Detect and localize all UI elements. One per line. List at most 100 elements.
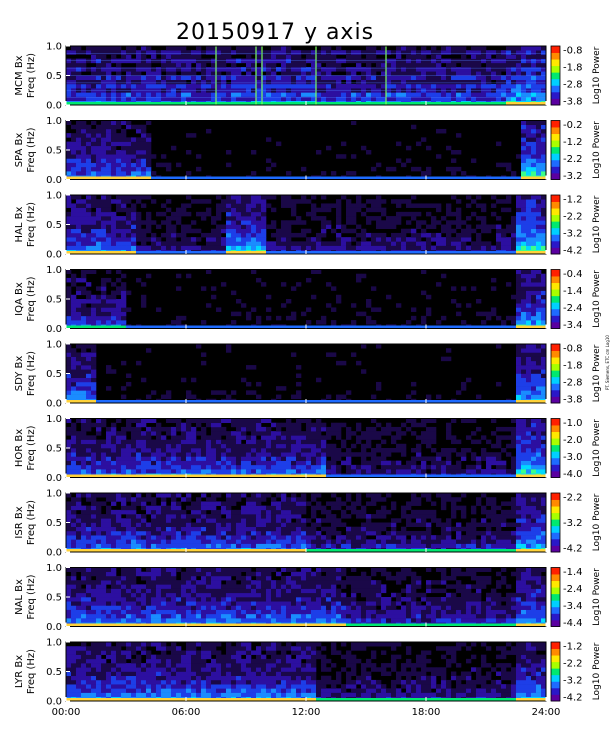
spectrogram-cell <box>261 435 267 440</box>
low-freq-band <box>236 102 242 105</box>
spectrogram-cell <box>491 245 497 251</box>
spectrogram-cell <box>311 75 317 81</box>
spectrogram-cell <box>531 394 537 400</box>
spectrogram-cell <box>326 92 332 97</box>
spectrogram-cell <box>356 241 362 246</box>
spectrogram-cell <box>261 92 267 97</box>
spectrogram-cell <box>291 426 297 432</box>
spectrogram-cell <box>306 75 312 81</box>
spectrogram-cell <box>271 241 277 246</box>
spectrogram-cell <box>271 75 277 81</box>
colorbar-segment <box>551 289 560 297</box>
spectrogram-cell <box>501 426 507 432</box>
spectrogram-cell <box>411 46 417 51</box>
spectrogram-cell <box>101 158 107 163</box>
spectrogram-cell <box>286 431 292 436</box>
spectrogram-cell <box>316 426 322 432</box>
low-freq-band <box>431 325 437 329</box>
spectrogram-cell <box>226 394 232 400</box>
spectrogram-cell <box>506 207 512 213</box>
spectrogram-cell <box>526 203 532 208</box>
low-freq-band <box>131 474 137 478</box>
spectrogram-cell <box>231 431 237 436</box>
spectrogram-cell <box>541 303 547 308</box>
spectrogram-cell <box>236 464 242 470</box>
spectrogram-cell <box>116 443 122 449</box>
y-tick-label: 1.0 <box>46 191 62 202</box>
low-freq-band <box>471 102 477 105</box>
spectrogram-cell <box>66 83 72 89</box>
spectrogram-cell <box>156 464 162 470</box>
spectrogram-cell <box>86 377 92 383</box>
spectrogram-cell <box>531 207 537 213</box>
spectrogram-cell <box>66 315 72 321</box>
spectrogram-cell <box>541 199 547 204</box>
spectrogram-cell <box>66 303 72 308</box>
spectrogram-cell <box>541 369 547 374</box>
spectrogram-cell <box>241 426 247 432</box>
spectrogram-cell <box>221 469 227 474</box>
spectrogram-cell <box>221 75 227 81</box>
low-freq-band <box>306 400 312 403</box>
spectrogram-cell <box>101 245 107 251</box>
spectrogram-cell <box>381 460 387 466</box>
spectrogram-cell <box>391 460 397 466</box>
spectrogram-cell <box>306 469 312 474</box>
spectrogram-cell <box>86 352 92 357</box>
spectrogram-cell <box>541 133 547 138</box>
spectrogram-cell <box>476 456 482 461</box>
spectrogram-cell <box>326 75 332 81</box>
spectrogram-cell <box>536 290 542 296</box>
spectrogram-cell <box>376 220 382 225</box>
spectrogram-cell <box>91 439 97 445</box>
spectrogram-cell <box>81 456 87 461</box>
spectrogram-cell <box>186 211 192 217</box>
spectrogram-cell <box>321 460 327 466</box>
spectrogram-cell <box>281 67 287 72</box>
spectrogram-cell <box>166 452 172 457</box>
spectrogram-cell <box>521 120 527 126</box>
low-freq-band <box>466 102 472 105</box>
low-freq-band <box>531 325 537 329</box>
spectrogram-cell <box>286 171 292 176</box>
spectrogram-cell <box>256 448 262 453</box>
spectrogram-cell <box>146 133 152 138</box>
spectrogram-cell <box>511 443 517 449</box>
spectrogram-cell <box>466 448 472 453</box>
spectrogram-cell <box>516 386 522 391</box>
low-freq-band <box>361 102 367 105</box>
spectrogram-cell <box>531 195 537 200</box>
spectrogram-cell <box>101 294 107 300</box>
spectrogram-cell <box>256 203 262 208</box>
spectrogram-cell <box>531 290 537 296</box>
spectrogram-cell <box>96 54 102 59</box>
colorbar-tick-label: -0.2 <box>563 120 583 131</box>
spectrogram-cell <box>526 294 532 300</box>
spectrogram-cell <box>396 50 402 55</box>
spectrogram-cell <box>226 220 232 225</box>
spectrogram-cell <box>181 431 187 436</box>
spectrogram-cell <box>81 369 87 374</box>
colorbar-tick-label: -2.4 <box>563 303 583 314</box>
spectrogram-cell <box>286 464 292 470</box>
spectrogram-cell <box>116 71 122 76</box>
spectrogram-cell <box>526 418 532 424</box>
spectrogram-cell <box>186 62 192 68</box>
spectrogram-cell <box>531 232 537 238</box>
spectrogram-cell <box>146 154 152 159</box>
spectrogram-cell <box>336 464 342 470</box>
spectrogram-cell <box>116 220 122 225</box>
spectrogram-cell <box>336 435 342 440</box>
spectrogram-cell <box>246 50 252 55</box>
spectrogram-cell <box>211 50 217 55</box>
spectrogram-cell <box>341 452 347 457</box>
low-freq-band <box>101 176 107 180</box>
low-freq-band <box>76 325 82 329</box>
spectrogram-cell <box>526 365 532 370</box>
spectrogram-cell <box>66 377 72 383</box>
spectrogram-cell <box>276 464 282 470</box>
spectrogram-cell <box>351 216 357 221</box>
low-freq-band <box>531 176 537 180</box>
spectrogram-cell <box>491 211 497 217</box>
spectrogram-cell <box>446 71 452 76</box>
